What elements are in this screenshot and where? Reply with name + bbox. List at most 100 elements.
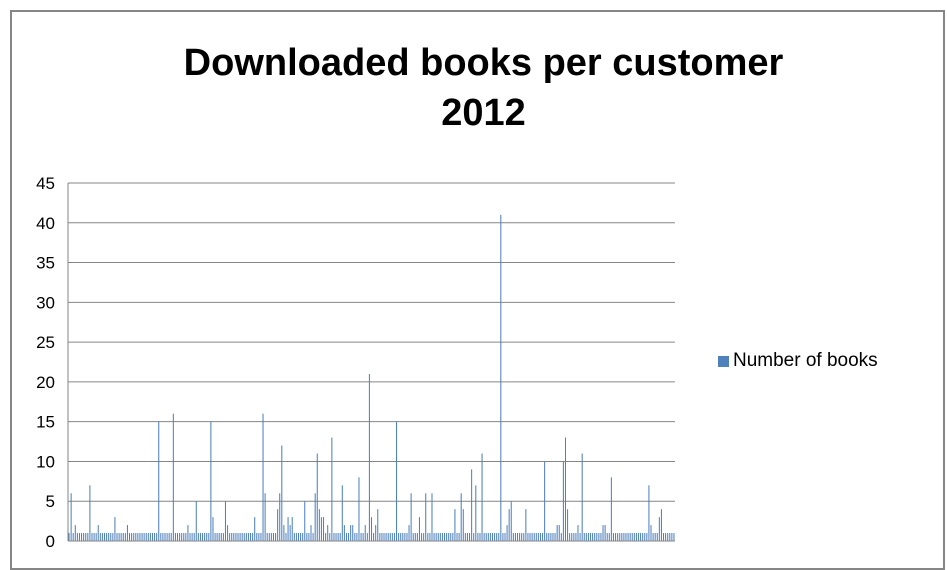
bar — [137, 533, 139, 541]
bar — [87, 533, 89, 541]
bar — [160, 533, 162, 541]
bar — [81, 533, 83, 541]
bar — [185, 533, 187, 541]
bar — [443, 533, 446, 541]
bar — [356, 533, 358, 541]
bar — [268, 533, 270, 541]
bar — [377, 509, 379, 541]
legend: Number of books — [718, 350, 878, 372]
bar — [74, 525, 76, 541]
bar — [504, 533, 506, 541]
bar — [174, 533, 176, 541]
bar — [354, 533, 356, 541]
bar — [402, 533, 404, 541]
bar — [149, 533, 151, 541]
bar — [633, 533, 635, 541]
bar — [362, 533, 364, 541]
bar — [669, 533, 671, 541]
bar — [310, 525, 312, 541]
bar — [241, 533, 243, 541]
bar — [481, 453, 483, 541]
bar — [135, 533, 137, 541]
bar — [665, 533, 667, 541]
bar — [667, 533, 669, 541]
chart-title: Downloaded books per customer 2012 — [0, 38, 947, 138]
bar — [396, 421, 398, 541]
y-tick-label: 5 — [46, 492, 55, 511]
bar — [266, 533, 268, 541]
bar — [393, 533, 395, 541]
bar — [179, 533, 181, 541]
bar — [435, 533, 437, 541]
bar — [360, 533, 362, 541]
bar — [400, 533, 402, 541]
bar — [379, 533, 381, 541]
bar — [510, 501, 512, 541]
bar — [671, 533, 673, 541]
bar — [537, 533, 539, 541]
bar — [318, 509, 320, 541]
bar — [364, 525, 366, 541]
bar — [154, 533, 156, 541]
bar — [383, 533, 385, 541]
bar — [287, 517, 289, 541]
bar — [466, 533, 468, 541]
bar — [147, 533, 149, 541]
bar — [389, 533, 391, 541]
bar — [72, 533, 74, 541]
bar — [656, 533, 658, 541]
bar — [398, 533, 400, 541]
bar — [335, 533, 337, 541]
bar — [156, 533, 158, 541]
bar — [126, 525, 128, 541]
y-tick-label: 0 — [46, 532, 55, 551]
bar — [546, 533, 548, 541]
bar — [297, 533, 300, 541]
bar — [227, 525, 229, 541]
bar — [333, 533, 335, 541]
bar — [106, 533, 108, 541]
bar — [254, 517, 256, 541]
bar — [456, 533, 458, 541]
bar — [110, 533, 112, 541]
bar — [118, 533, 120, 541]
bar — [523, 533, 525, 541]
bar — [521, 533, 523, 541]
bar — [243, 533, 245, 541]
bar — [531, 533, 533, 541]
bar — [233, 533, 235, 541]
bar — [122, 533, 124, 541]
bar — [535, 533, 537, 541]
bar — [469, 533, 471, 541]
bar — [446, 533, 448, 541]
bar — [89, 485, 91, 541]
bar — [139, 533, 141, 541]
bar — [592, 533, 594, 541]
bar — [558, 525, 560, 541]
bar — [339, 533, 341, 541]
bar — [264, 493, 266, 541]
bar — [229, 533, 231, 541]
bar — [222, 533, 224, 541]
bar — [247, 533, 249, 541]
bar — [193, 533, 195, 541]
bar — [312, 533, 314, 541]
bar — [385, 533, 387, 541]
bar — [216, 533, 218, 541]
bar — [210, 421, 212, 541]
bar — [441, 533, 443, 541]
bar — [487, 533, 489, 541]
bar — [412, 533, 414, 541]
bar — [208, 533, 210, 541]
bar — [462, 509, 464, 541]
bar — [489, 533, 491, 541]
bar — [281, 445, 283, 541]
bar — [85, 533, 87, 541]
bar — [358, 477, 360, 541]
bar — [323, 517, 325, 541]
bar — [262, 413, 264, 541]
bar — [370, 517, 373, 541]
bar — [381, 533, 383, 541]
bar — [133, 533, 135, 541]
